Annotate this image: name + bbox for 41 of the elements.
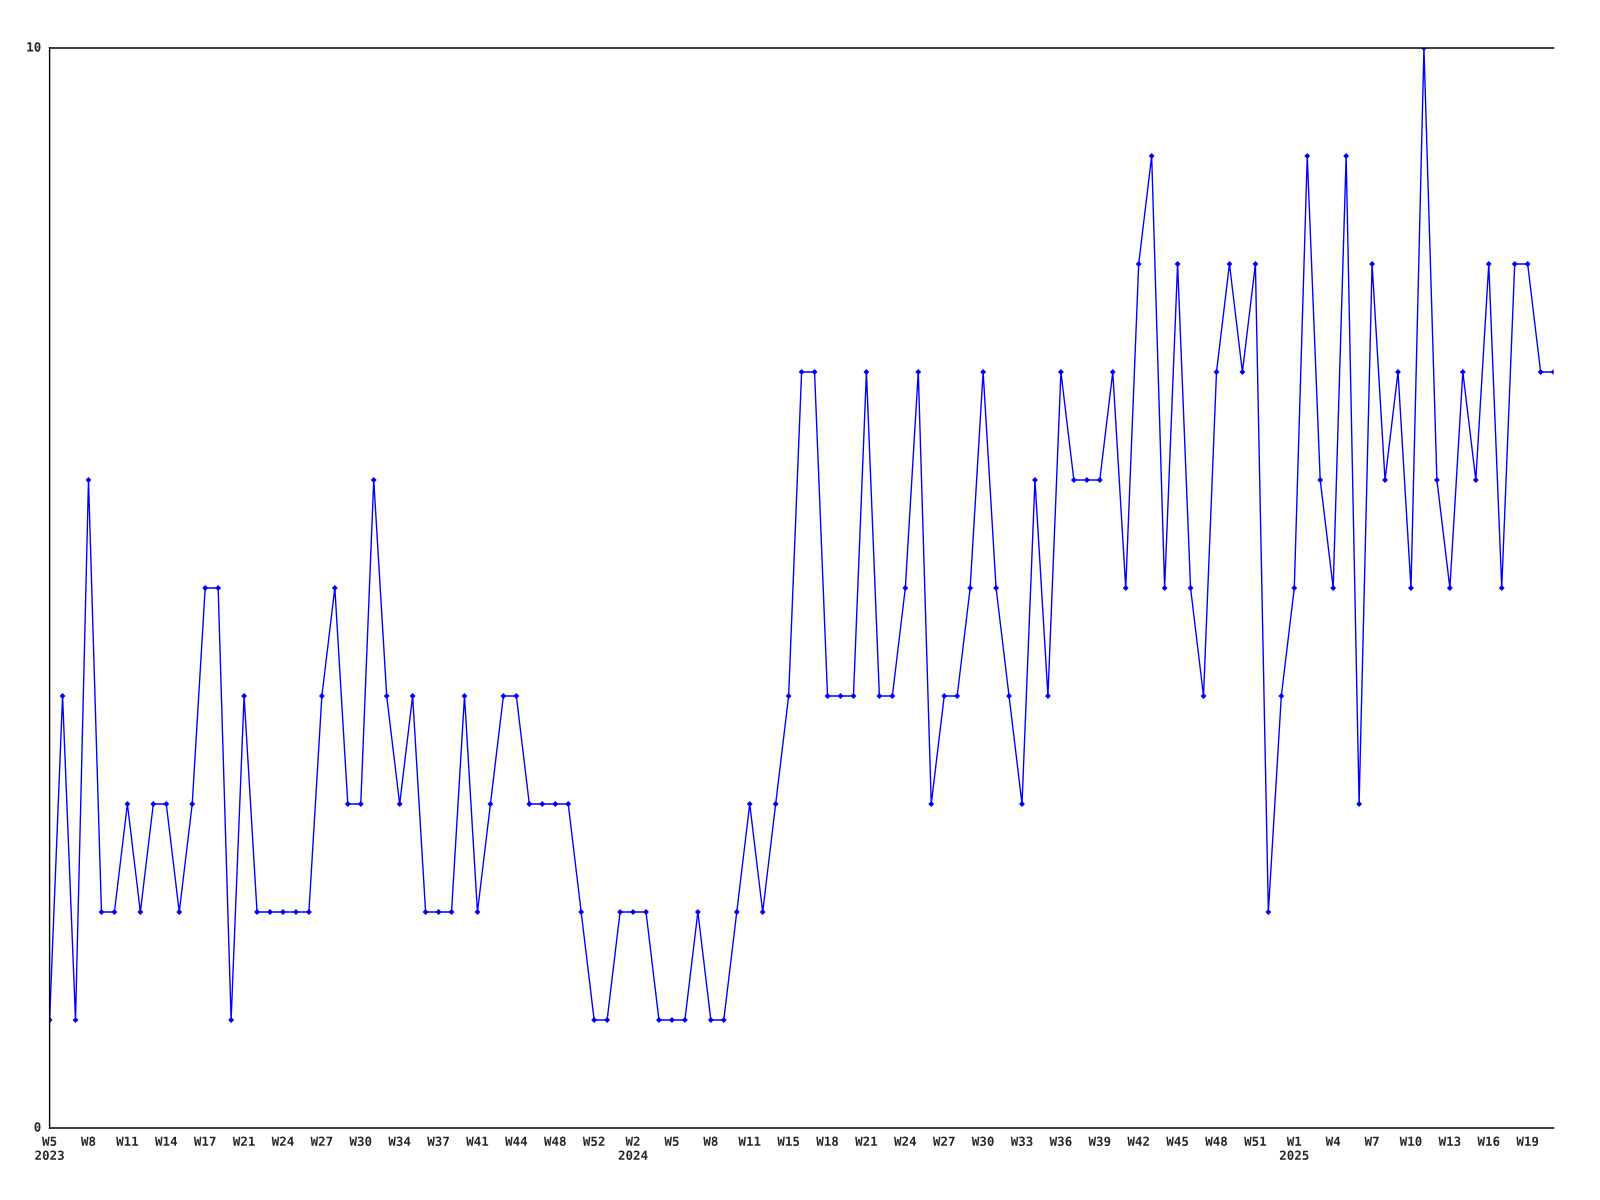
x-tick-label: W51 <box>1244 1136 1267 1147</box>
x-tick-label: W5 2023 <box>35 1136 64 1161</box>
x-tick-label: W17 <box>193 1136 216 1146</box>
x-tick-label: W52 <box>582 1136 605 1147</box>
x-tick-label: W33 <box>1010 1136 1033 1147</box>
x-tick-label: W8 <box>80 1136 96 1147</box>
y-tick-label: 10 <box>27 42 41 52</box>
x-tick-label: W21 <box>855 1136 878 1146</box>
x-tick-label: W48 <box>1205 1136 1227 1147</box>
x-tick-label: W21 <box>232 1136 255 1146</box>
x-tick-label: W11 <box>738 1136 761 1146</box>
x-tick-label: W27 <box>932 1136 955 1146</box>
x-tick-label: W19 <box>1516 1136 1539 1147</box>
x-tick-label: W2 2024 <box>618 1136 648 1161</box>
x-tick-label: W4 <box>1325 1136 1341 1146</box>
x-tick-label: W14 <box>155 1136 178 1146</box>
x-tick-label: W37 <box>427 1136 449 1147</box>
x-tick-label: W27 <box>310 1136 333 1146</box>
x-tick-label: W15 <box>777 1136 800 1147</box>
x-tick-label: W13 <box>1438 1136 1461 1147</box>
x-tick-label: W1 2025 <box>1279 1136 1309 1161</box>
x-tick-label: W5 <box>664 1136 679 1147</box>
x-tick-label: W44 <box>505 1136 528 1146</box>
x-tick-label: W8 <box>703 1136 718 1147</box>
y-tick-label: 0 <box>34 1122 41 1132</box>
x-tick-label: W24 <box>271 1136 294 1146</box>
x-tick-label: W48 <box>543 1136 566 1147</box>
x-tick-label: W18 <box>816 1136 839 1147</box>
x-tick-label: W7 <box>1364 1136 1379 1146</box>
x-tick-label: W16 <box>1477 1136 1500 1147</box>
x-tick-label: W36 <box>1049 1136 1072 1147</box>
x-tick-label: W10 <box>1399 1136 1422 1147</box>
x-tick-label: W11 <box>116 1136 139 1146</box>
x-tick-label: W45 <box>1166 1136 1189 1147</box>
x-tick-label: W30 <box>971 1136 994 1147</box>
x-tick-label: W39 <box>1088 1136 1111 1147</box>
x-tick-label: W30 <box>349 1136 372 1147</box>
x-tick-label: W41 <box>466 1136 489 1146</box>
x-tick-label: W24 <box>894 1136 917 1146</box>
x-tick-label: W34 <box>388 1136 411 1147</box>
x-tick-label: W42 <box>1127 1136 1149 1146</box>
